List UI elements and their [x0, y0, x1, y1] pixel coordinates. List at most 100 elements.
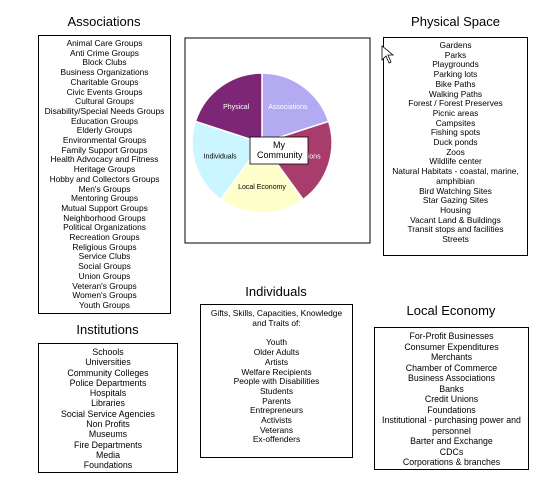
list-item: Service Clubs	[78, 251, 131, 262]
list-item: Health Advocacy and Fitness	[50, 154, 159, 165]
list-item: Campsites	[435, 117, 476, 128]
list-item: Welfare Recipients	[241, 366, 312, 377]
list-item: Recreation Groups	[69, 232, 140, 243]
list-item: Youth Groups	[79, 299, 130, 310]
list-item: Police Departments	[69, 377, 147, 388]
list-item: Bike Paths	[435, 78, 476, 89]
list-item: Hobby and Collectors Groups	[49, 173, 160, 184]
list-item: Duck ponds	[433, 137, 478, 148]
list-item: Business Organizations	[60, 67, 149, 78]
section-title: Local Economy	[406, 303, 496, 318]
pie-segment	[194, 72, 263, 145]
list-item: Social Service Agencies	[61, 408, 155, 419]
list-item: Star Gazing Sites	[422, 195, 489, 206]
list-item: Picnic areas	[432, 107, 479, 118]
list-item: Entrepreneurs	[249, 405, 304, 416]
pie-segment	[219, 141, 305, 214]
pie-segment	[261, 72, 330, 145]
list-item: Gardens	[439, 40, 472, 50]
list-item: Museums	[88, 429, 128, 440]
list-item: CDCs	[439, 446, 464, 457]
list-item: Neighborhood Groups	[63, 212, 146, 223]
list-item: Environmental Groups	[62, 135, 147, 146]
list-item: People with Disabilities	[233, 376, 320, 387]
list-item: Walking Paths	[428, 88, 483, 99]
list-item: Hospitals	[89, 388, 127, 399]
list-box: Gifts, Skills, Capacities, Knowledge and…	[200, 304, 353, 458]
list-item: Zoos	[446, 146, 465, 157]
list-item: Veterans	[259, 424, 294, 435]
list-box: Gardens Parks Playgrounds Parking lots Bike …	[383, 37, 528, 256]
list-item: Artists	[264, 356, 289, 367]
list-item: Civic Events Groups	[66, 86, 143, 97]
list-item: Men's Groups	[78, 183, 131, 194]
segment-label: Local Economy	[238, 184, 286, 191]
list-item: Parks	[444, 49, 467, 60]
list-item: Wildlife center	[429, 156, 482, 167]
list-item: Older Adults	[253, 347, 300, 358]
list-item: Barter and Exchange	[410, 436, 493, 446]
list-item: Charitable Groups	[70, 76, 139, 87]
list-item: Disability/Special Needs Groups	[44, 105, 165, 116]
list-item: Natural Habitats - coastal, marine, amph…	[392, 166, 519, 186]
pie-segment	[191, 120, 264, 201]
list-item: Religious Groups	[72, 241, 137, 252]
list-item: Playgrounds	[432, 59, 479, 70]
list-item: Ex-offenders	[252, 434, 301, 445]
list-item: Bird Watching Sites	[419, 185, 492, 196]
list-item: Parking lots	[433, 69, 478, 80]
segment-label: Associations	[268, 104, 308, 111]
list-item: Activists	[261, 415, 292, 426]
list-item: Block Clubs	[82, 57, 127, 68]
list-item: Housing	[440, 204, 471, 215]
list-item: Non Profits	[86, 419, 130, 430]
list-item: Cultural Groups	[75, 96, 134, 107]
list-item: Family Support Groups	[61, 144, 148, 155]
list-item: Mentoring Groups	[70, 193, 139, 204]
pie-frame	[184, 37, 371, 244]
list-box: Animal Care Groups Anti Crime Groups Block…	[38, 35, 171, 314]
list-item: Chamber of Commerce	[405, 362, 498, 373]
center-label: My Community	[257, 140, 303, 160]
section-title: Individuals	[245, 284, 307, 299]
cursor	[381, 45, 395, 64]
list-item: Vacant Land & Buildings	[410, 214, 501, 225]
list-box: For-Profit Businesses Consumer Expenditur…	[374, 327, 529, 470]
list-item: Universities	[85, 357, 131, 368]
list-box: Schools Universities Community Colleges Pol…	[38, 343, 178, 473]
center-label-wrap: My Community	[257, 140, 303, 160]
section-title: Institutions	[76, 322, 139, 337]
list-item: Education Groups	[70, 115, 139, 126]
list-item: Streets	[442, 234, 469, 245]
list-item: Business Associations	[407, 373, 496, 383]
list-item: Political Organizations	[63, 222, 146, 233]
list-item: Foundations	[83, 460, 133, 471]
list-item: Banks	[439, 383, 464, 394]
list-item: Union Groups	[78, 270, 131, 281]
list-item: Consumer Expenditures	[404, 341, 499, 352]
segment-label: Physical	[223, 104, 250, 111]
center-box	[249, 136, 309, 165]
list-item: Animal Care Groups	[66, 38, 143, 48]
list-item: Mutual Support Groups	[61, 202, 148, 213]
list-item: Parents	[262, 395, 291, 406]
list-item: Corporations & branches	[402, 457, 501, 467]
list-item: Forest / Forest Preserves	[408, 98, 503, 109]
list-item: Fishing spots	[430, 127, 481, 138]
list-item: Fire Departments	[74, 439, 142, 450]
list-item: Community Colleges	[67, 367, 149, 378]
section-title: Physical Space	[411, 14, 500, 29]
list-item: Institutional - purchasing power and per…	[382, 415, 521, 436]
list-item: Anti Crime Groups	[70, 47, 139, 58]
list-item: Media	[96, 449, 120, 460]
list-item: Merchants	[430, 352, 473, 362]
list-item: Women's Groups	[72, 290, 137, 301]
list-item: Students	[259, 385, 294, 396]
list-item: Veteran's Groups	[72, 280, 137, 291]
list-item: Youth	[265, 337, 288, 348]
list-item: Credit Unions	[424, 394, 479, 404]
intro: Gifts, Skills, Capacities, Knowledge and…	[210, 308, 343, 328]
list-item: Heritage Groups	[73, 164, 136, 175]
